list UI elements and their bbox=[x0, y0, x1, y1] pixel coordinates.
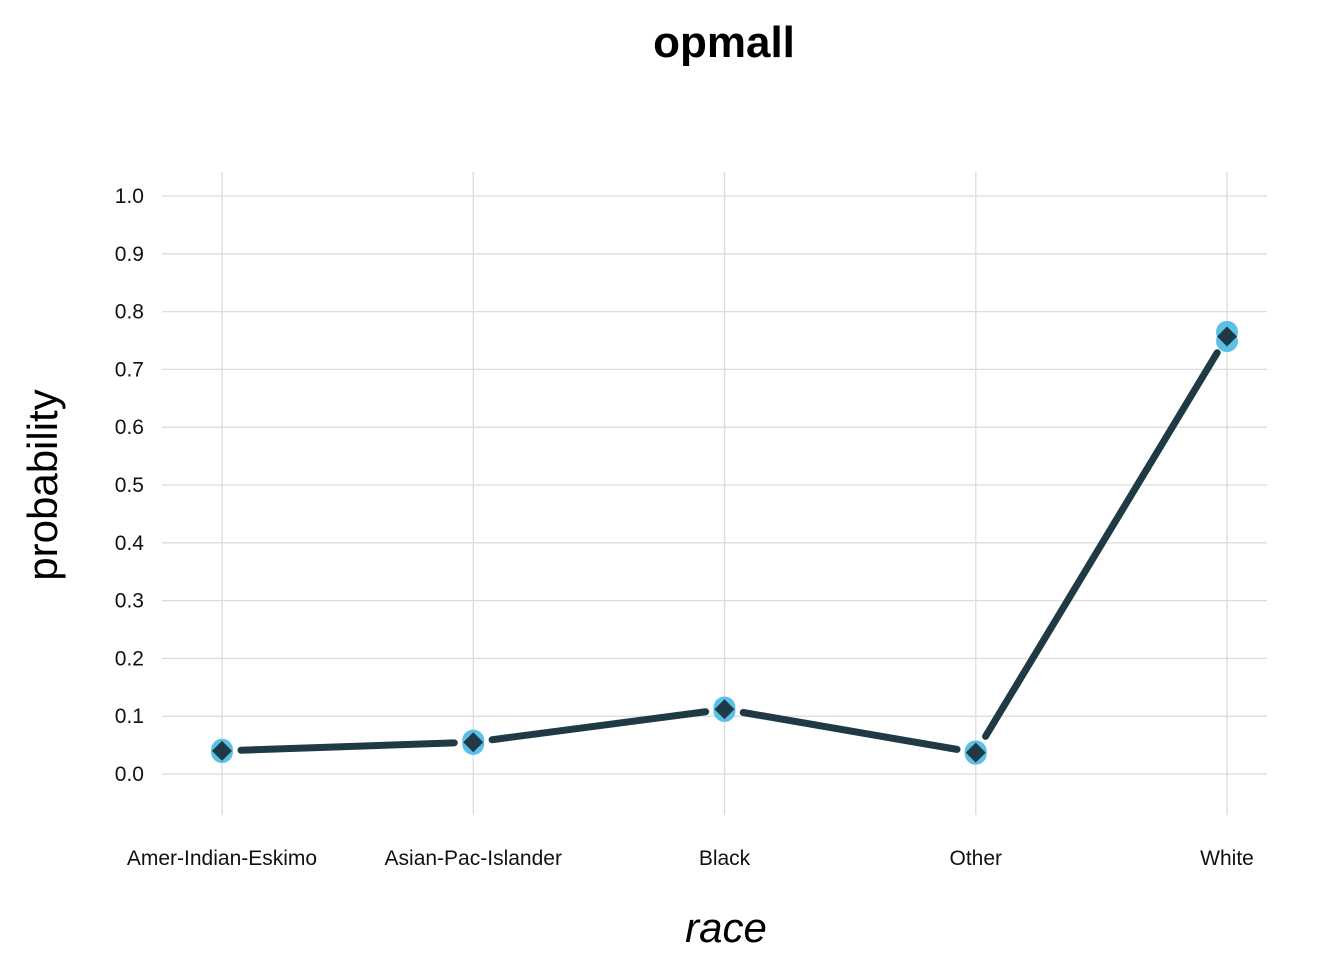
data-point bbox=[714, 699, 735, 720]
data-point bbox=[1217, 326, 1237, 347]
y-tick-label: 0.5 bbox=[115, 474, 144, 497]
y-tick-label: 0.0 bbox=[115, 763, 144, 786]
y-tick-label: 0.7 bbox=[115, 358, 144, 381]
x-tick-labels: Amer-Indian-Eskimo Asian-Pac-Islander Blac… bbox=[127, 847, 1254, 870]
x-tick-label: Black bbox=[699, 847, 751, 870]
series-line bbox=[237, 349, 1221, 754]
series-segment bbox=[237, 739, 458, 754]
horizontal-gridlines bbox=[162, 195, 1267, 775]
point-markers bbox=[212, 326, 1237, 763]
vertical-gridlines bbox=[221, 172, 1228, 815]
y-tick-label: 0.6 bbox=[115, 416, 144, 439]
series-segment bbox=[488, 708, 710, 744]
y-tick-label: 0.2 bbox=[115, 647, 144, 670]
y-tick-labels: 0.0 0.1 0.2 0.3 0.4 0.5 0.6 0.7 0.8 0.9 1.0 bbox=[115, 185, 145, 786]
y-tick-label: 0.4 bbox=[115, 532, 145, 555]
series-segment bbox=[739, 708, 961, 753]
y-tick-label: 0.9 bbox=[115, 243, 144, 266]
x-tick-label: Asian-Pac-Islander bbox=[385, 847, 562, 870]
x-tick-label: White bbox=[1200, 847, 1254, 870]
y-tick-label: 0.3 bbox=[115, 590, 144, 613]
data-point bbox=[463, 732, 484, 753]
y-tick-label: 0.8 bbox=[115, 301, 144, 324]
data-point bbox=[212, 740, 232, 761]
x-axis-title: race bbox=[685, 904, 767, 951]
series-segment bbox=[982, 349, 1221, 740]
y-axis-title: probability bbox=[19, 389, 66, 580]
y-tick-label: 1.0 bbox=[115, 185, 144, 208]
data-point bbox=[965, 742, 986, 763]
y-tick-label: 0.1 bbox=[115, 705, 144, 728]
chart-title: opmall bbox=[653, 18, 795, 67]
x-tick-label: Amer-Indian-Eskimo bbox=[127, 847, 317, 870]
x-tick-label: Other bbox=[949, 847, 1002, 870]
